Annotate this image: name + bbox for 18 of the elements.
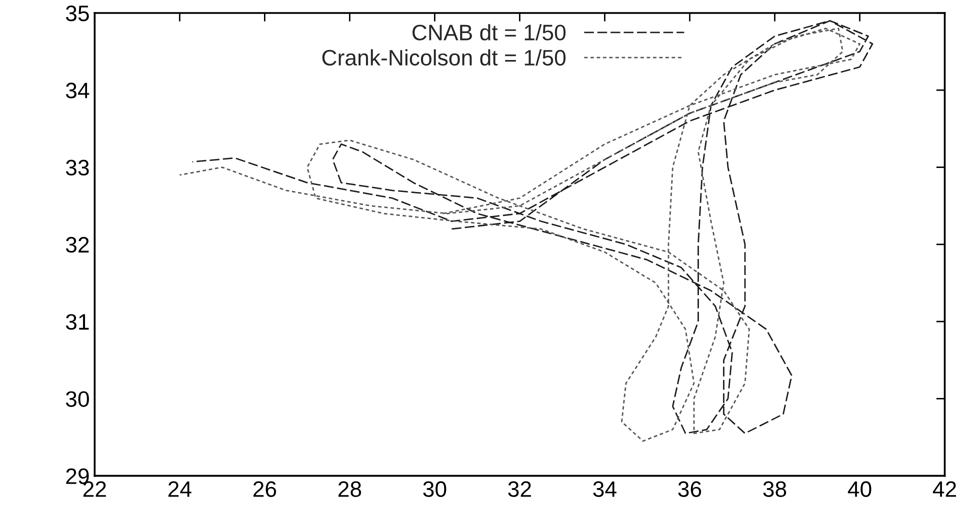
y-tick-label: 31	[66, 314, 89, 330]
x-tick-label: 36	[678, 481, 702, 497]
y-tick-label: 33	[66, 160, 89, 176]
x-tick-label: 38	[763, 481, 786, 497]
y-tick-label: 34	[66, 82, 90, 98]
x-tick-label: 30	[423, 481, 446, 497]
y-tick-label: 30	[66, 391, 89, 407]
x-tick-label: 32	[508, 481, 531, 497]
x-tick-label: 26	[253, 481, 276, 497]
x-tick-label: 24	[168, 481, 192, 497]
y-tick-label: 32	[66, 236, 89, 253]
y-tick-label: 35	[66, 6, 89, 22]
legend-label: Crank-Nicolson dt = 1/50	[322, 49, 566, 66]
x-tick-label: 34	[593, 481, 616, 497]
legend-label: CNAB dt = 1/50	[412, 24, 566, 40]
x-tick-label: 40	[848, 481, 872, 497]
x-tick-label: 28	[338, 481, 362, 497]
x-tick-label: 42	[932, 481, 956, 497]
